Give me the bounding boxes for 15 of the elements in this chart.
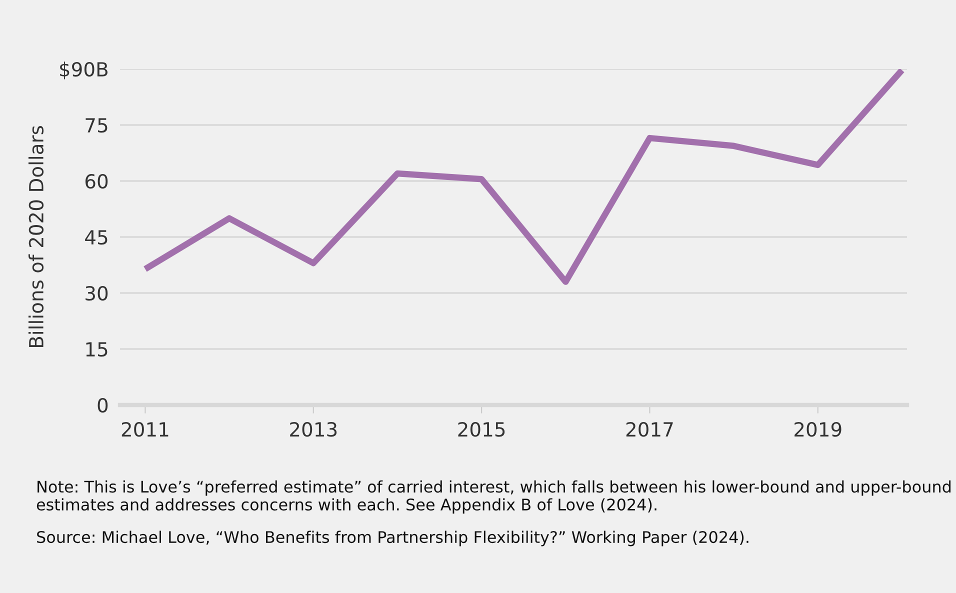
y-tick-label: 30 — [86, 286, 108, 301]
y-tick-label: 0 — [98, 398, 108, 413]
x-tick-label: 2015 — [458, 422, 505, 437]
x-tick-label: 2019 — [794, 422, 842, 437]
y-tick-label: 75 — [86, 118, 108, 133]
x-tick-label: 2017 — [626, 422, 673, 437]
x-tick-label: 2011 — [122, 422, 168, 437]
y-axis-title: Billions of 2020 Dollars — [28, 126, 44, 347]
y-tick-label: 60 — [86, 174, 108, 189]
y-tick-label: 45 — [85, 230, 108, 245]
x-tick-label: 2013 — [290, 422, 337, 437]
source-note: Source: Michael Love, “Who Benefits from Partnership Flexibility?” Working Paper (2024). — [37, 530, 748, 546]
y-tick-label: $90B — [60, 62, 108, 80]
text: Note: This is Love’s “preferred estimate” of carried interest, which falls between his lower-bound and upper-bound estimates and addresses concerns with each. See Appendix B of Love (2024). — [36, 480, 951, 514]
y-tick-label: 15 — [86, 342, 108, 357]
